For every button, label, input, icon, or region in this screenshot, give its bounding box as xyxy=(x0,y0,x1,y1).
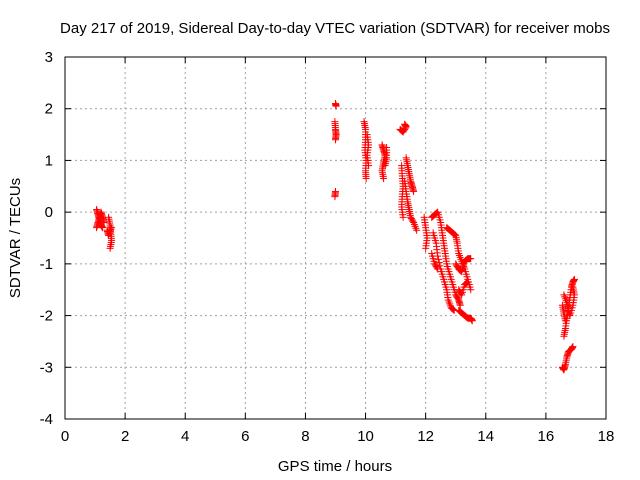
data-point xyxy=(99,224,107,232)
x-tick-label: 16 xyxy=(538,428,555,445)
data-point xyxy=(467,286,475,294)
x-tick-label: 4 xyxy=(181,428,189,445)
data-point xyxy=(569,343,577,351)
data-point xyxy=(332,136,339,144)
x-tick-label: 10 xyxy=(357,428,374,445)
plot-frame xyxy=(64,56,607,420)
x-tick-label: 14 xyxy=(477,428,494,445)
data-point xyxy=(365,162,373,170)
data-point xyxy=(362,175,370,183)
y-tick-label: 0 xyxy=(45,204,53,221)
data-point xyxy=(462,279,470,287)
data-point xyxy=(435,259,443,267)
x-axis-ticks: 0 2 4 6 8 10 12 14 16 18 xyxy=(61,57,615,445)
x-axis-label: GPS time / hours xyxy=(278,458,392,475)
data-point xyxy=(464,278,472,286)
chart-title: Day 217 of 2019, Sidereal Day-to-day VTE… xyxy=(60,20,610,37)
y-tick-label: -1 xyxy=(40,256,53,273)
data-point xyxy=(467,255,475,263)
data-point xyxy=(332,102,340,110)
data-point xyxy=(108,224,116,232)
y-tick-label: -2 xyxy=(40,308,53,325)
data-points xyxy=(93,100,578,374)
data-point xyxy=(456,301,464,309)
data-point xyxy=(434,255,442,263)
data-point xyxy=(463,279,471,287)
y-tick-label: -3 xyxy=(40,359,53,376)
data-point xyxy=(434,265,442,273)
y-tick-label: 2 xyxy=(45,101,53,118)
data-point xyxy=(401,120,409,128)
y-tick-label: 1 xyxy=(45,152,53,169)
data-point xyxy=(100,218,108,226)
data-point xyxy=(457,290,465,298)
gridlines xyxy=(65,57,606,419)
data-point xyxy=(380,175,388,183)
data-point xyxy=(332,187,339,195)
y-axis-label: SDTVAR / TECUs xyxy=(7,178,24,298)
data-point xyxy=(381,162,389,170)
x-tick-label: 12 xyxy=(417,428,434,445)
data-point xyxy=(449,306,457,314)
data-point xyxy=(569,283,577,291)
x-tick-label: 6 xyxy=(241,428,249,445)
data-point xyxy=(399,213,407,221)
data-point xyxy=(413,226,421,234)
data-point xyxy=(433,264,441,272)
data-point xyxy=(449,305,457,313)
y-axis-ticks: -4 -3 -2 -1 0 1 2 3 xyxy=(40,49,606,428)
x-tick-label: 18 xyxy=(598,428,615,445)
x-tick-label: 8 xyxy=(301,428,309,445)
data-point xyxy=(409,217,417,225)
x-tick-label: 0 xyxy=(61,428,69,445)
y-tick-label: 3 xyxy=(45,49,53,66)
data-point xyxy=(561,295,569,303)
data-point xyxy=(410,187,418,195)
data-point xyxy=(570,275,578,283)
y-tick-label: -4 xyxy=(40,411,53,428)
x-tick-label: 2 xyxy=(121,428,129,445)
data-point xyxy=(561,317,569,325)
data-point xyxy=(468,317,476,325)
data-point xyxy=(106,244,114,252)
data-point xyxy=(422,244,430,252)
